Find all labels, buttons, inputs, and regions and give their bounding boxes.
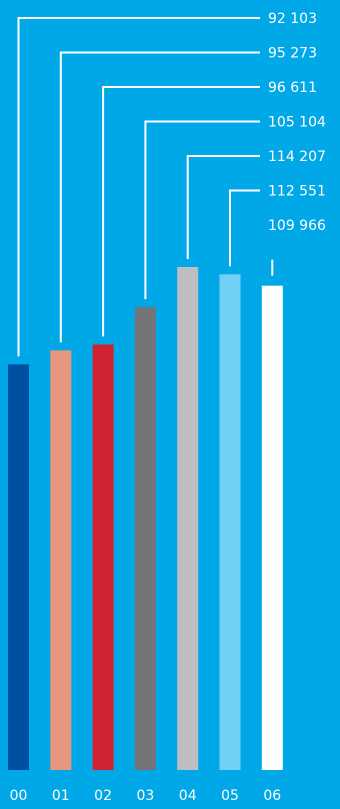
leader-line-04 bbox=[186, 155, 260, 259]
category-label-02: 02 bbox=[94, 788, 112, 804]
value-label-02: 96 611 bbox=[268, 80, 317, 96]
leader-line-03 bbox=[144, 120, 260, 300]
bar-06 bbox=[261, 285, 283, 770]
value-label-04: 114 207 bbox=[268, 149, 326, 165]
value-label-03: 105 104 bbox=[268, 115, 326, 131]
value-label-06: 109 966 bbox=[268, 218, 326, 234]
category-label-05: 05 bbox=[221, 788, 239, 804]
category-label-01: 01 bbox=[52, 788, 70, 804]
category-label-06: 06 bbox=[263, 788, 281, 804]
category-label-04: 04 bbox=[179, 788, 197, 804]
bar-05 bbox=[219, 274, 241, 770]
value-label-05: 112 551 bbox=[268, 184, 326, 200]
category-label-03: 03 bbox=[136, 788, 154, 804]
leader-line-02 bbox=[102, 86, 260, 337]
bar-03 bbox=[134, 307, 156, 770]
value-label-00: 92 103 bbox=[268, 11, 317, 27]
leader-line-05 bbox=[229, 189, 260, 267]
leader-line-01 bbox=[59, 51, 260, 343]
bar-04 bbox=[177, 267, 199, 770]
bar-01 bbox=[50, 350, 72, 770]
leader-line-00 bbox=[17, 17, 260, 357]
category-label-00: 00 bbox=[10, 788, 28, 804]
bar-00 bbox=[8, 364, 29, 770]
bar-02 bbox=[92, 344, 114, 770]
value-label-01: 95 273 bbox=[268, 46, 317, 62]
